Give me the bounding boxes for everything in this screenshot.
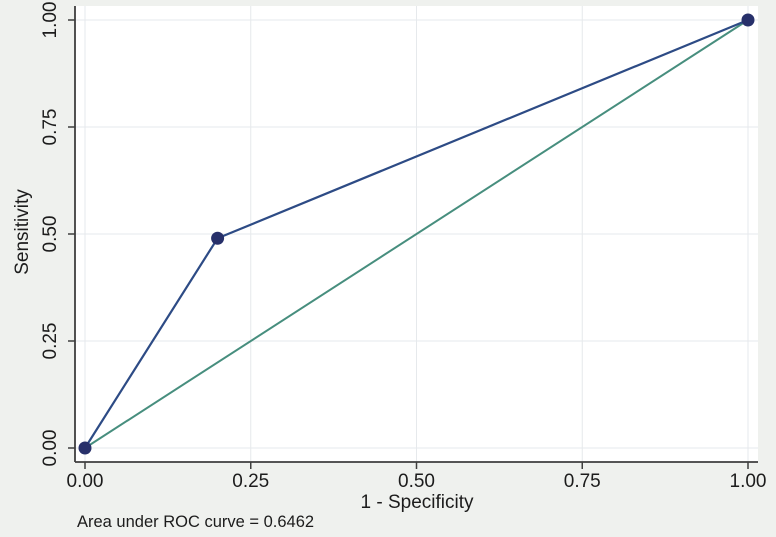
reference-line (84, 19, 749, 449)
roc-data-marker (211, 231, 225, 245)
y-tick-label: 0.00 (40, 430, 61, 467)
roc-data-marker (78, 441, 92, 455)
x-tick-label: 0.25 (232, 471, 269, 492)
plot-layer: 0.00 0.25 0.50 0.75 1.00 0.00 0.25 0.50 0.75 1.00 (40, 2, 766, 492)
y-tick-label: 0.50 (40, 216, 61, 253)
y-tick-label: 0.25 (40, 323, 61, 360)
y-tick-label: 1.00 (40, 2, 61, 39)
y-axis-title: Sensitivity (12, 189, 33, 275)
roc-data-marker (741, 13, 755, 27)
auc-annotation: Area under ROC curve = 0.6462 (77, 513, 314, 531)
x-axis-title: 1 - Specificity (361, 492, 474, 513)
x-tick-label: 0.50 (398, 471, 435, 492)
x-tick-label: 1.00 (730, 471, 767, 492)
x-tick-label: 0.00 (67, 471, 104, 492)
y-tick-label: 0.75 (40, 109, 61, 146)
x-tick-label: 0.75 (564, 471, 601, 492)
